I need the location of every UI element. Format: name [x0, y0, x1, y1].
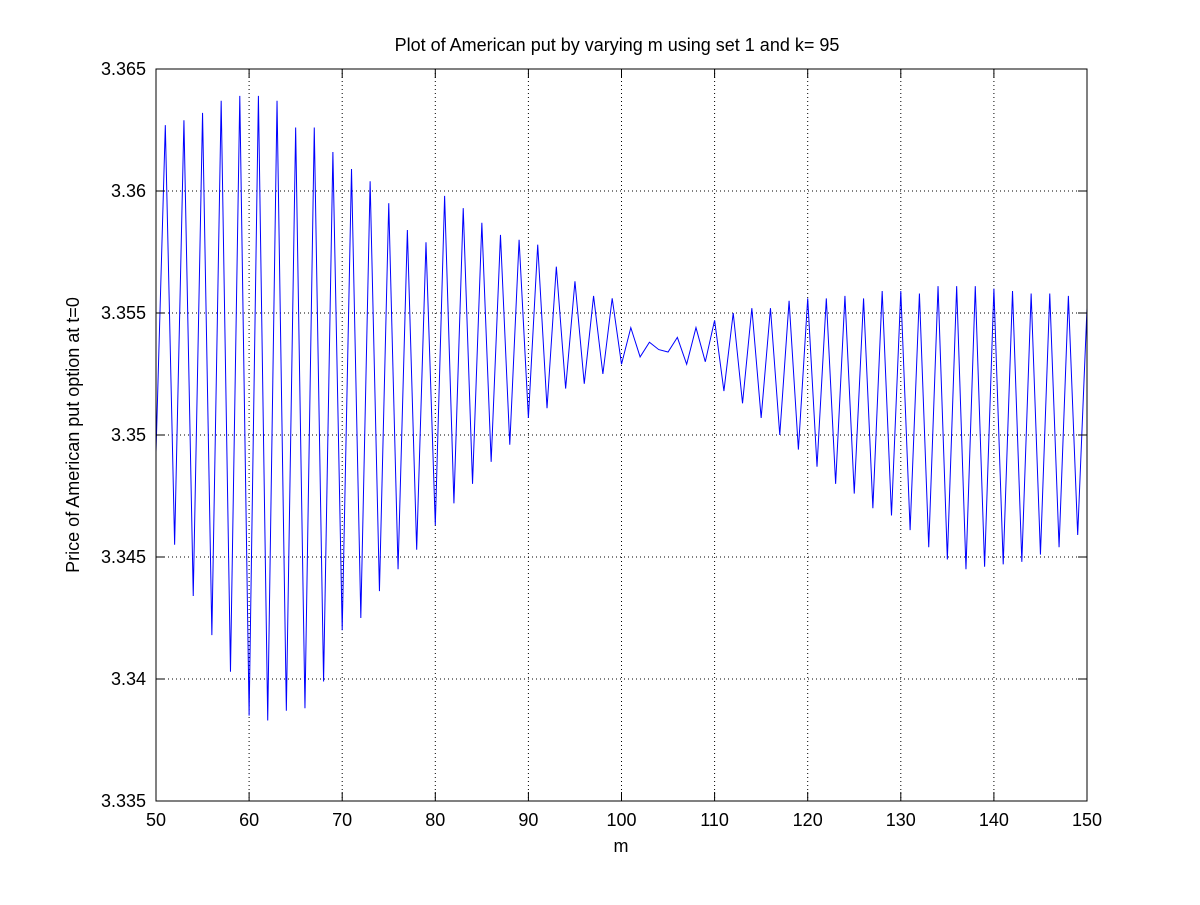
ticks — [155, 68, 1088, 802]
y-axis-title: Price of American put option at t=0 — [63, 297, 83, 573]
x-tick-label: 150 — [1072, 810, 1102, 830]
x-axis-title: m — [614, 836, 629, 856]
x-tick-label: 130 — [886, 810, 916, 830]
x-tick-label: 120 — [793, 810, 823, 830]
series-line — [155, 95, 1088, 721]
y-tick-label: 3.355 — [101, 303, 146, 323]
x-tick-label: 110 — [700, 810, 729, 830]
x-tick-label: 90 — [518, 810, 538, 830]
x-tick-label: 100 — [606, 810, 636, 830]
x-tick-label: 80 — [425, 810, 445, 830]
y-tick-label: 3.34 — [111, 669, 146, 689]
x-tick-label: 70 — [332, 810, 352, 830]
x-tick-label: 60 — [239, 810, 259, 830]
y-tick-label: 3.335 — [101, 791, 146, 811]
series-layer — [155, 95, 1088, 721]
y-tick-label: 3.35 — [111, 425, 146, 445]
x-tick-label: 140 — [979, 810, 1009, 830]
chart-title: Plot of American put by varying m using … — [395, 35, 840, 55]
y-tick-labels: 3.335 3.34 3.345 3.35 3.355 3.36 3.365 — [101, 59, 146, 811]
y-tick-label: 3.36 — [111, 181, 146, 201]
x-tick-labels: 50 60 70 80 90 100 110 120 130 140 150 — [146, 810, 1102, 830]
x-tick-label: 50 — [146, 810, 166, 830]
plot-area — [156, 69, 1087, 801]
y-tick-label: 3.345 — [101, 547, 146, 567]
y-tick-label: 3.365 — [101, 59, 146, 79]
